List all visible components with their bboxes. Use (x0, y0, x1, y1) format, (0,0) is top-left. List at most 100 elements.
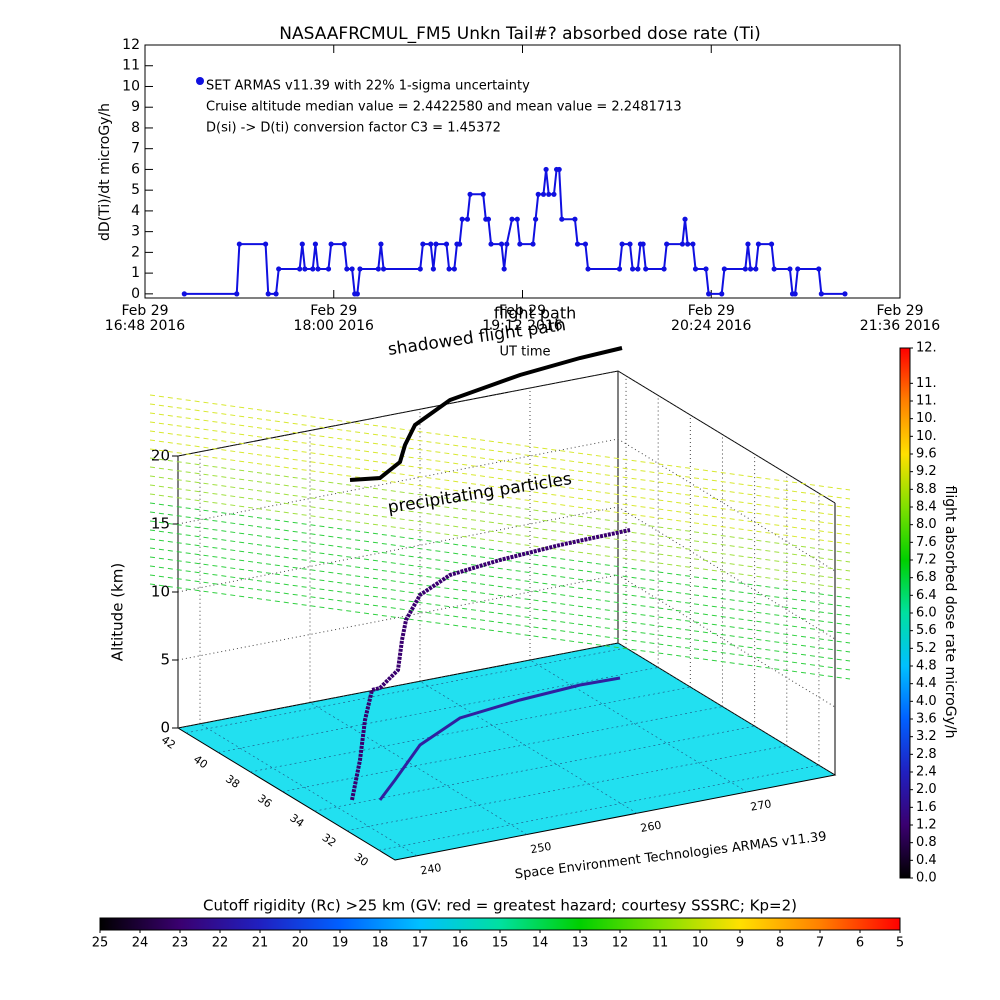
colorbar-tick-label: 9.6 (916, 447, 937, 462)
y-tick-label: 1 (131, 265, 140, 281)
map-floor (176, 642, 837, 861)
data-point (692, 266, 699, 272)
data-point (265, 291, 271, 297)
colorbar-tick-label: 5.6 (916, 623, 937, 638)
data-point (181, 291, 187, 297)
particle-layer (149, 520, 851, 617)
y-tick-label: 12 (122, 37, 140, 53)
x-tick-label: 270 (749, 797, 772, 813)
data-point (616, 266, 623, 272)
colorbar (899, 347, 911, 879)
data-point (719, 291, 725, 297)
y-tick-label: 34 (287, 811, 306, 830)
y-tick-label: 6 (131, 161, 140, 177)
data-point (535, 191, 541, 197)
colorbar-tick-label: 20 (292, 936, 309, 951)
colorbar-tick-label: 13 (572, 936, 589, 951)
x-tick-label: Feb 29 16:48 2016 (104, 303, 186, 334)
data-point (682, 216, 688, 222)
particle-layer (149, 439, 851, 536)
colorbar-tick-label: 8 (776, 936, 784, 951)
y-tick-label: 32 (320, 831, 339, 850)
colorbar-tick-label: 11 (652, 936, 669, 951)
colorbar-tick-label: 0.8 (916, 835, 937, 850)
colorbar-tick-label: 10. (916, 429, 937, 444)
data-point (262, 241, 269, 247)
data-point (703, 266, 709, 272)
particle-layer (149, 466, 851, 563)
x-tick-label: Feb 29 21:36 2016 (859, 303, 941, 334)
data-point (543, 166, 549, 173)
data-point (501, 266, 507, 272)
grid-line (177, 370, 836, 504)
colorbar-tick-label: 18 (372, 936, 389, 951)
data-point (509, 216, 515, 222)
annotation: D(si) -> D(ti) conversion factor C3 = 1.… (206, 121, 501, 136)
data-point (643, 266, 649, 272)
data-point (299, 241, 305, 247)
colorbar-tick-label: 10. (916, 411, 937, 426)
colorbar-tick-label: 2.4 (916, 765, 937, 780)
particle-layer (149, 538, 851, 635)
x-tick-label: Feb 29 19:12 2016 (482, 303, 563, 334)
chart-title: NASAAFRCMUL_FM5 Unkn Tail#? absorbed dos… (279, 24, 761, 44)
grid-line (529, 659, 748, 793)
data-point (842, 291, 848, 297)
x-tick-label: 260 (639, 819, 662, 835)
z-tick-label: 5 (160, 651, 170, 669)
particle-layer (149, 475, 851, 572)
colorbar-tick-label: 17 (412, 936, 429, 951)
particle-layer (149, 412, 851, 509)
grid-line (309, 702, 528, 835)
data-point (574, 241, 581, 247)
grid-line (177, 574, 836, 708)
data-point (721, 266, 727, 272)
flight-path (350, 528, 631, 801)
colorbar-tick-label: 1.6 (916, 800, 937, 815)
x-axis-label: UT time (500, 345, 551, 360)
data-point (640, 241, 646, 247)
colorbar-tick-label: 2.0 (916, 782, 937, 797)
data-point (357, 266, 363, 272)
colorbar-tick-label: 7.2 (916, 553, 937, 568)
particle-layer (149, 430, 851, 527)
colorbar-tick-label: 25 (92, 936, 109, 951)
data-point (488, 241, 494, 247)
data-point (380, 266, 387, 272)
data-point (745, 241, 751, 247)
y-tick-label: 2 (131, 244, 140, 260)
y-tick-label: 7 (131, 141, 140, 157)
data-point (451, 266, 457, 272)
colorbar-tick-label: 10 (692, 936, 709, 951)
y-tick-label: 40 (191, 753, 210, 772)
colorbar-tick-label: 22 (212, 936, 229, 951)
colorbar-tick-label: 24 (132, 936, 149, 951)
colorbar-tick-label: 1.2 (916, 818, 937, 833)
annotation: Space Environment Technologies ARMAS v11… (514, 829, 827, 882)
particle-layer (149, 583, 851, 680)
y-tick-label: 4 (131, 203, 140, 219)
colorbar-tick-label: 6.0 (916, 606, 937, 621)
data-point (630, 266, 636, 272)
z-tick-label: 15 (151, 515, 170, 533)
data-point (302, 266, 308, 272)
colorbar-tick-label: 8.8 (916, 482, 937, 497)
colorbar-tick-label: 5.2 (916, 641, 937, 656)
colorbar-tick-label: 3.6 (916, 712, 937, 727)
particle-layer (149, 565, 851, 662)
colorbar-tick-label: 2.8 (916, 747, 937, 762)
data-point (417, 266, 423, 272)
data-point (276, 266, 282, 272)
data-point (768, 241, 775, 247)
data-point (585, 266, 591, 272)
data-point (420, 241, 426, 247)
colorbar-tick-label: 15 (492, 936, 509, 951)
x-tick-label: 240 (419, 861, 442, 877)
colorbar-tick-label: 16 (452, 936, 469, 951)
grid-line (177, 642, 836, 776)
colorbar-tick-label: 6.4 (916, 588, 937, 603)
colorbar-label: Cutoff rigidity (Rc) >25 km (GV: red = g… (203, 897, 797, 915)
data-point (742, 266, 748, 272)
